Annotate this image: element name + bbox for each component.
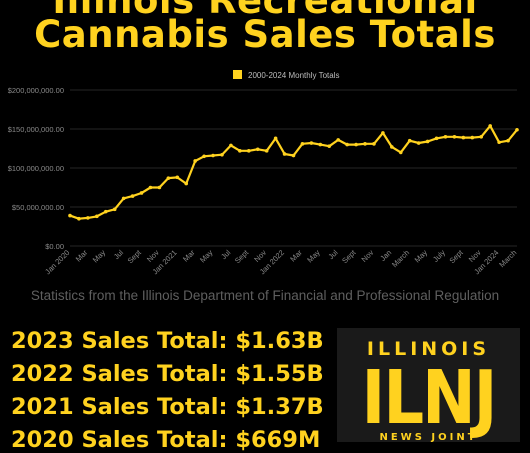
data-point <box>238 149 242 153</box>
data-point <box>497 140 501 145</box>
x-tick-label: March <box>497 248 518 269</box>
total-2021: 2021 Sales Total: $1.37B <box>11 394 324 420</box>
x-tick-label: Mar <box>181 248 197 264</box>
x-tick-label: Sept <box>126 247 144 265</box>
y-tick-label: $150,000,000.00 <box>8 125 64 134</box>
y-tick-label: $200,000,000.00 <box>8 86 64 95</box>
data-point <box>470 135 475 140</box>
data-point <box>166 176 171 180</box>
logo-top-text: ILLINOIS <box>366 338 491 360</box>
logo-mark: ILNJ <box>361 356 498 442</box>
data-point <box>398 150 403 155</box>
data-point <box>148 185 153 190</box>
legend-label: 2000-2024 Monthly Totals <box>248 71 339 80</box>
x-tick-label: March <box>390 248 411 269</box>
chart-series <box>68 124 519 221</box>
data-point <box>157 185 162 190</box>
x-tick-label: Jul <box>219 248 232 261</box>
data-point <box>515 127 519 132</box>
data-point <box>354 142 358 147</box>
total-2020: 2020 Sales Total: $669M <box>11 427 321 453</box>
data-point <box>264 149 269 153</box>
y-tick-label: $100,000,000.00 <box>8 164 64 173</box>
y-tick-label: $50,000,000.00 <box>12 203 64 212</box>
x-tick-label: May <box>305 248 322 265</box>
total-2022: 2022 Sales Total: $1.55B <box>11 361 324 387</box>
y-axis-ticks: $0.00 $50,000,000.00 $100,000,000.00 $150,0… <box>8 86 64 251</box>
data-point <box>291 153 296 158</box>
data-point <box>229 143 233 148</box>
data-point <box>68 213 72 218</box>
data-point <box>363 142 367 146</box>
x-tick-label: Mar <box>74 248 90 264</box>
x-tick-label: Jul <box>326 248 339 261</box>
total-2023: 2023 Sales Total: $1.63B <box>11 328 324 354</box>
x-tick-label: Sept <box>340 247 358 265</box>
x-tick-label: Nov <box>360 248 376 264</box>
data-point <box>247 149 251 153</box>
data-point <box>139 191 144 195</box>
data-point <box>273 136 278 141</box>
data-point <box>121 196 126 201</box>
data-point <box>381 131 385 135</box>
data-point <box>300 142 305 146</box>
chart-grid <box>70 89 517 247</box>
data-point <box>175 175 180 180</box>
data-point <box>103 209 108 214</box>
illinois-news-joint-logo: ILLINOIS ILNJ NEWS JOINT <box>337 328 520 442</box>
data-point <box>77 216 81 221</box>
data-point <box>345 142 349 147</box>
data-point <box>202 154 206 159</box>
x-tick-label: May <box>91 248 108 265</box>
page-title-line-2: Cannabis Sales Totals <box>34 13 496 56</box>
line-chart: $0.00 $50,000,000.00 $100,000,000.00 $150,0… <box>8 70 519 276</box>
data-point <box>407 138 412 143</box>
data-point <box>112 207 117 212</box>
data-point <box>390 145 394 149</box>
data-point <box>336 138 341 142</box>
data-point <box>130 194 135 198</box>
x-tick-label: May <box>413 248 430 265</box>
data-point <box>506 138 510 143</box>
chart-legend: 2000-2024 Monthly Totals <box>233 70 339 80</box>
x-tick-label: Jan 2020 <box>43 248 71 276</box>
data-point <box>309 141 314 145</box>
data-point <box>443 135 448 139</box>
legend-swatch <box>233 70 242 79</box>
data-point <box>255 147 260 152</box>
data-source-caption: Statistics from the Illinois Department … <box>30 288 500 303</box>
data-point <box>193 159 197 163</box>
page-title-line-1: Illinois Recreational <box>52 0 478 22</box>
data-point <box>452 135 457 139</box>
data-point <box>372 142 376 146</box>
data-point <box>211 153 215 158</box>
data-point <box>479 135 484 139</box>
data-point <box>220 152 224 157</box>
x-tick-label: Mar <box>288 248 304 264</box>
x-tick-label: May <box>198 248 215 265</box>
data-point <box>488 124 492 128</box>
data-point <box>184 181 189 186</box>
data-point <box>425 139 430 144</box>
data-point <box>86 216 90 220</box>
logo-bottom-text: NEWS JOINT <box>379 432 478 442</box>
data-point <box>318 142 323 147</box>
data-point <box>95 214 99 219</box>
data-point <box>461 135 466 140</box>
data-point <box>327 144 332 148</box>
data-point <box>434 136 439 141</box>
series-line <box>69 124 518 220</box>
x-tick-label: Sept <box>233 247 251 265</box>
x-tick-label: Sept <box>447 247 465 265</box>
data-point <box>416 141 421 145</box>
y-tick-label: $0.00 <box>45 242 64 251</box>
x-tick-label: Jul <box>112 248 125 261</box>
data-point <box>282 152 287 156</box>
x-tick-label: July <box>431 248 447 264</box>
